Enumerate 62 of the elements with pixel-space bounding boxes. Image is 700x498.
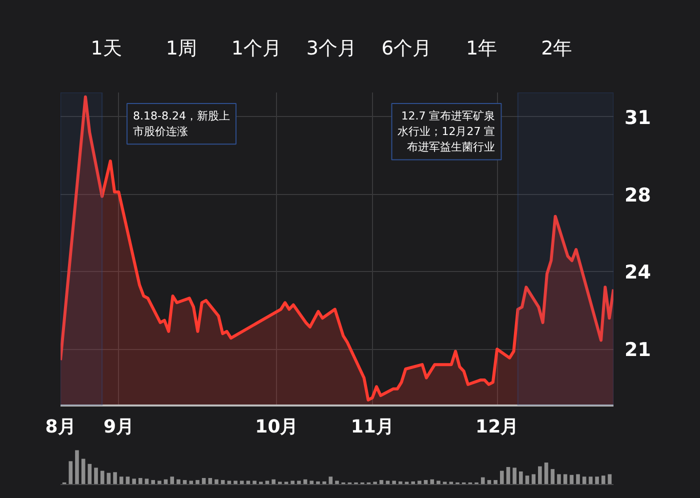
bar	[480, 477, 485, 484]
bar	[100, 470, 104, 484]
bar	[557, 474, 561, 484]
bar	[310, 480, 314, 484]
bar	[576, 474, 580, 484]
bar	[550, 469, 555, 484]
bar	[240, 480, 244, 484]
x-tick-label: 8月	[45, 416, 76, 438]
y-tick-label: 28	[624, 184, 651, 206]
bar	[519, 471, 523, 484]
bar	[176, 479, 180, 484]
bar	[138, 478, 142, 484]
text: 2年	[541, 38, 572, 60]
bar	[532, 474, 536, 484]
bar	[81, 458, 86, 484]
bar	[494, 480, 498, 484]
y-tick-label: 21	[624, 339, 651, 362]
bar	[392, 480, 396, 484]
bar	[170, 476, 174, 484]
bar	[500, 470, 504, 484]
bar	[436, 480, 440, 484]
text: 1个月	[231, 38, 282, 60]
bar	[119, 476, 124, 484]
bar	[544, 462, 548, 484]
bar	[75, 450, 79, 484]
text: 3个月	[306, 38, 357, 60]
bar	[189, 480, 194, 484]
bar	[272, 479, 276, 484]
x-tick-label: 10月	[255, 416, 298, 438]
bar	[68, 461, 73, 484]
bar	[290, 480, 295, 484]
x-tick-label: 11月	[350, 416, 394, 438]
bar	[252, 480, 256, 484]
bar	[538, 466, 542, 484]
bar	[570, 474, 574, 484]
bar	[113, 472, 117, 484]
bar	[158, 480, 162, 484]
bar	[196, 480, 200, 484]
bar	[151, 480, 155, 484]
bar	[335, 480, 339, 484]
bar	[595, 476, 599, 484]
band-label: 12.7 宣布进军矿泉水行业；12月27 宣布进军益生菌行业	[398, 110, 496, 154]
bar	[234, 480, 238, 484]
text: 1天	[90, 38, 122, 60]
x-tick-label: 9月	[103, 416, 134, 438]
x-tick-label: 12月	[476, 416, 519, 438]
text: 1年	[466, 38, 498, 60]
y-tick-label: 24	[624, 262, 651, 284]
bar	[297, 480, 301, 484]
bar	[379, 480, 384, 484]
bar	[430, 479, 434, 484]
text: 6个月	[381, 38, 432, 60]
y-tick-label: 31	[624, 106, 651, 129]
bar	[214, 479, 218, 484]
text: 1周	[166, 38, 197, 60]
bar	[512, 468, 516, 484]
bar	[418, 480, 422, 484]
bar	[132, 478, 136, 484]
bar	[94, 468, 98, 484]
bar	[601, 476, 606, 484]
band-label: 8.18-8.24，新股上市股价连涨	[133, 110, 230, 138]
bar	[220, 480, 225, 484]
